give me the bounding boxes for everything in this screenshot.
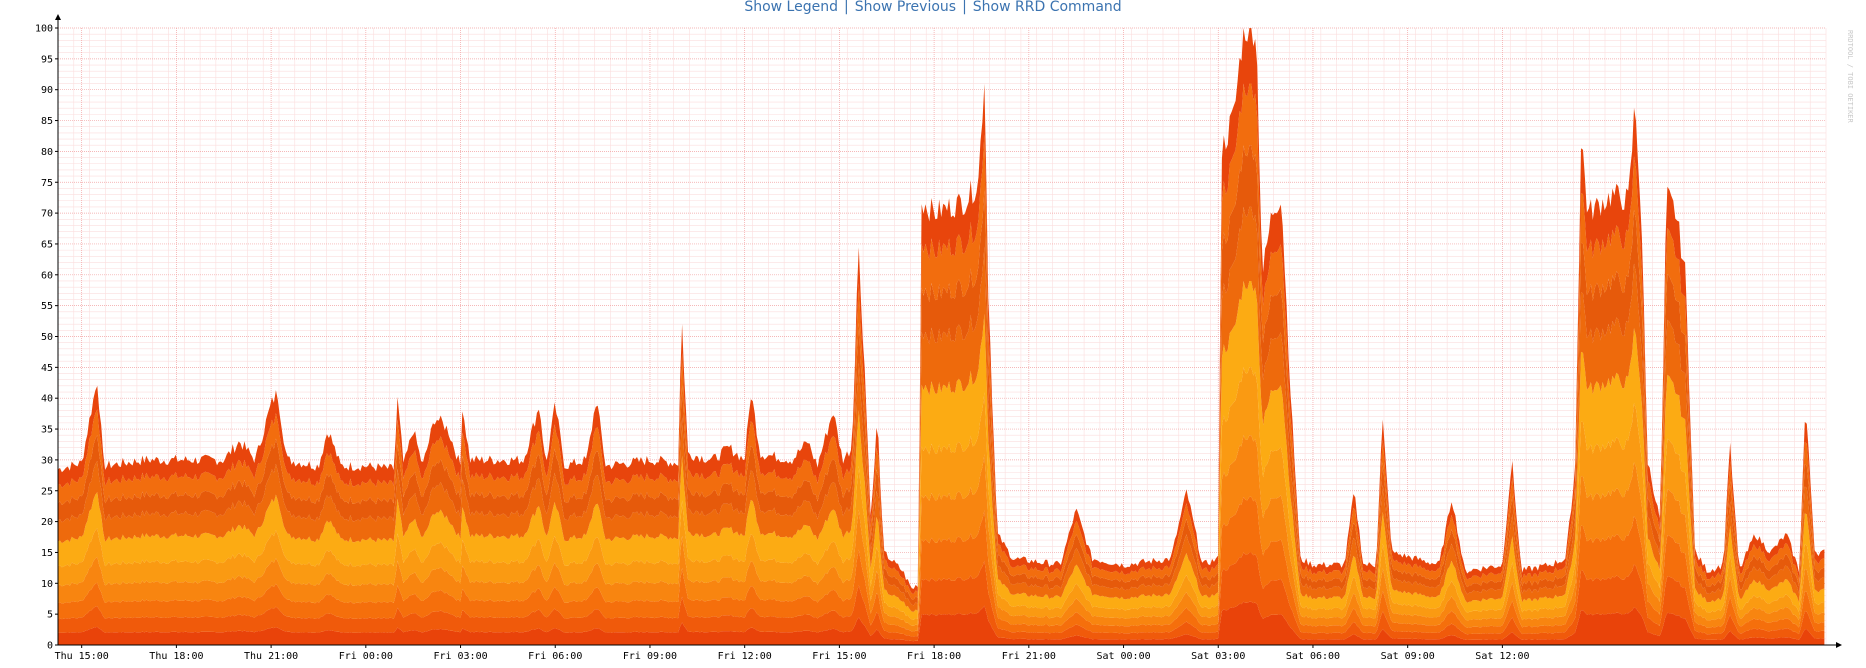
- x-tick-label: Thu 21:00: [244, 651, 298, 662]
- y-tick-label: 55: [41, 301, 53, 312]
- stacked-area-series: [58, 28, 1825, 645]
- rrd-stacked-area-chart: 0 5 10 15 20 25 30 35 40 45 50 55 60 65 70 75 80 85 90 95 10…: [35, 14, 1854, 662]
- graph-links-bar: Show Legend | Show Previous | Show RRD Comma…: [0, 0, 1866, 14]
- y-tick-label: 75: [41, 178, 53, 189]
- x-tick-label: Sat 06:00: [1286, 651, 1340, 662]
- y-tick-label: 85: [41, 116, 53, 127]
- x-tick-label: Thu 15:00: [55, 651, 109, 662]
- x-tick-label: Fri 15:00: [812, 651, 866, 662]
- show-previous-link[interactable]: Show Previous: [854, 0, 957, 15]
- link-separator: |: [843, 0, 849, 15]
- axes: [55, 14, 1842, 648]
- x-tick-label: Sat 12:00: [1475, 651, 1529, 662]
- y-tick-label: 40: [41, 394, 53, 405]
- x-tick-label: Fri 12:00: [718, 651, 772, 662]
- show-rrd-command-link[interactable]: Show RRD Command: [972, 0, 1122, 15]
- y-tick-label: 90: [41, 85, 53, 96]
- y-tick-label: 25: [41, 486, 53, 497]
- area-band-2: [58, 552, 1825, 642]
- y-tick-label: 20: [41, 517, 53, 528]
- y-tick-label: 45: [41, 363, 53, 374]
- area-band-6: [58, 281, 1825, 620]
- y-tick-label: 50: [41, 332, 53, 343]
- x-tick-label: Sat 03:00: [1191, 651, 1245, 662]
- rrdtool-watermark: RRDTOOL / TOBI OETIKER: [1846, 30, 1854, 124]
- x-tick-label: Thu 18:00: [149, 651, 203, 662]
- area-band-5: [58, 367, 1825, 626]
- x-tick-label: Fri 21:00: [1002, 651, 1056, 662]
- y-axis-arrow: [55, 14, 61, 20]
- x-tick-label: Sat 09:00: [1381, 651, 1435, 662]
- show-legend-link[interactable]: Show Legend: [744, 0, 838, 15]
- y-tick-label: 65: [41, 239, 53, 250]
- y-tick-label: 0: [47, 641, 53, 652]
- y-tick-label: 15: [41, 548, 53, 559]
- y-tick-label: 30: [41, 455, 53, 466]
- x-tick-label: Sat 00:00: [1096, 651, 1150, 662]
- x-tick-label: Fri 06:00: [528, 651, 582, 662]
- link-separator: |: [962, 0, 967, 15]
- area-band-3: [58, 496, 1825, 637]
- area-band-4: [58, 435, 1825, 632]
- x-axis-arrow: [1836, 642, 1842, 648]
- x-tick-label: Fri 03:00: [433, 651, 487, 662]
- y-tick-label: 35: [41, 425, 53, 436]
- x-tick-label: Fri 18:00: [907, 651, 961, 662]
- area-band-7: [58, 206, 1825, 612]
- y-tick-label: 70: [41, 209, 53, 220]
- y-tick-label: 95: [41, 54, 53, 65]
- x-tick-label: Fri 00:00: [339, 651, 393, 662]
- y-tick-label: 5: [47, 610, 53, 621]
- y-tick-label: 60: [41, 270, 53, 281]
- area-band-1: [58, 601, 1825, 645]
- x-tick-label: Fri 09:00: [623, 651, 677, 662]
- y-tick-label: 100: [35, 24, 53, 35]
- y-tick-label: 80: [41, 147, 53, 158]
- y-tick-label: 10: [41, 579, 53, 590]
